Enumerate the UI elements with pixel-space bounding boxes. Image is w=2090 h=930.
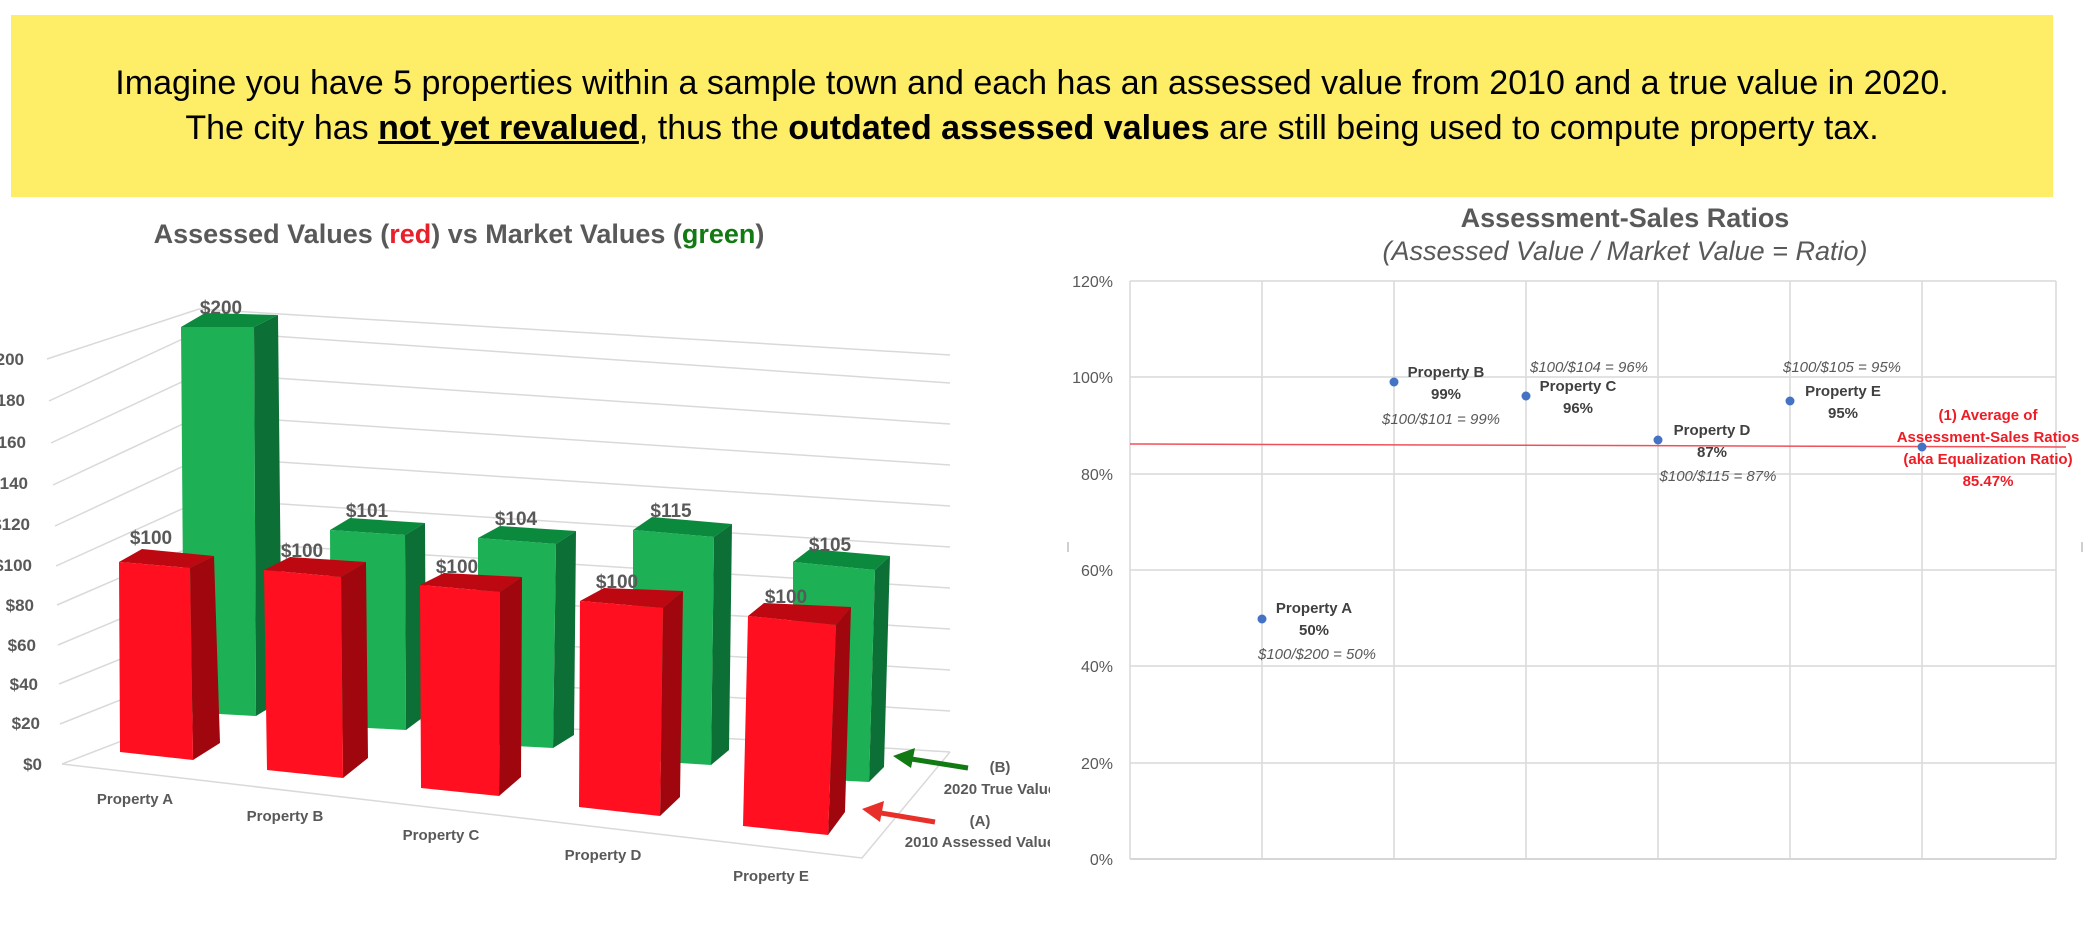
title-text: ) [755, 219, 765, 249]
y-tick: 60% [1081, 563, 1113, 580]
y-axis-labels: $0 $20 $40 $60 $80 $100 $120 $140 $160 $… [0, 350, 42, 774]
formula-labels: $100/$200 = 50% $100/$101 = 99% $100/$10… [1257, 359, 1901, 663]
y-tick: $20 [12, 714, 40, 733]
point-average [1917, 442, 1927, 452]
bar-data-labels: $100/$200 = 50% $200 $101 $104 $115 $105… [130, 298, 852, 608]
legend-a-text: 2010 Assessed Value [905, 834, 1050, 851]
category-label: Property D [565, 847, 642, 864]
y-tick: 80% [1081, 467, 1113, 484]
average-line1: (1) Average of [1939, 407, 2039, 424]
point-name: Property E [1805, 383, 1881, 400]
intro-banner: Imagine you have 5 properties within a s… [11, 15, 2053, 197]
title-red-word: red [389, 219, 432, 249]
bar-red-property-c [420, 573, 522, 796]
y-tick: 20% [1081, 756, 1113, 773]
y-tick: 0% [1090, 852, 1113, 869]
legend-b-text: 2020 True Value [944, 781, 1050, 798]
scatter-points [1257, 377, 1927, 624]
average-value: 85.47% [1963, 473, 2014, 490]
point-name: Property C [1540, 378, 1617, 395]
bar-chart-3d: $0 $20 $40 $60 $80 $100 $120 $140 $160 $… [0, 298, 1050, 885]
y-tick: $40 [10, 675, 38, 694]
average-line2: Assessment-Sales Ratios [1897, 429, 2080, 446]
category-label: Property E [733, 868, 809, 885]
title-text: Assessed Values ( [153, 219, 390, 249]
formula-label: $100/$200 = 50% [1257, 646, 1376, 663]
right-chart-title: Assessment-Sales Ratios [1460, 203, 1790, 233]
y-axis-labels: 0% 20% 40% 60% 80% 100% 120% [1072, 274, 1113, 869]
y-tick: $60 [8, 636, 36, 655]
point-value: 99% [1431, 386, 1461, 403]
point-name: Property A [1276, 600, 1352, 617]
title-text: ) vs Market Values ( [431, 219, 682, 249]
label-green-e: $105 [809, 535, 852, 556]
label-green-c: $104 [495, 509, 538, 530]
label-red-a: $100 [130, 528, 172, 549]
point-value: 95% [1828, 405, 1858, 422]
point-property-a [1257, 614, 1267, 624]
y-tick: $160 [0, 433, 26, 452]
y-tick: 120% [1072, 274, 1113, 291]
label-red-c: $100 [436, 557, 478, 578]
banner-bold-text: outdated assessed values [788, 109, 1210, 147]
y-tick: $140 [0, 474, 28, 493]
y-tick: $120 [0, 515, 30, 534]
formula-label: $100/$105 = 95% [1782, 359, 1901, 376]
y-tick: $0 [23, 755, 42, 774]
series-2010-assessed-value [119, 549, 851, 835]
bar-red-property-a [119, 549, 220, 760]
point-property-c [1521, 391, 1531, 401]
bar-red-property-e [743, 603, 851, 835]
label-green-d: $115 [650, 501, 692, 522]
point-value: 50% [1299, 622, 1329, 639]
label-green-a: $200 [200, 298, 242, 319]
point-property-b [1389, 377, 1399, 387]
y-tick: 100% [1072, 370, 1113, 387]
label-red-d: $100 [596, 572, 638, 593]
point-labels: Property A 50% Property B 99% Property C… [1276, 364, 1881, 639]
formula-label: $100/$101 = 99% [1381, 411, 1500, 428]
banner-text: , thus the [638, 109, 789, 147]
label-green-b: $101 [346, 501, 389, 522]
label-red-e: $100 [765, 587, 807, 608]
right-chart-subtitle: (Assessed Value / Market Value = Ratio) [1382, 236, 1868, 266]
legend-annotations: (B) 2020 True Value (A) 2010 Assessed Va… [862, 748, 1050, 851]
banner-underlined-text: not yet revalued [378, 109, 639, 147]
bar-red-property-d [579, 588, 683, 816]
y-tick: 40% [1081, 659, 1113, 676]
banner-line-1: Imagine you have 5 properties within a s… [115, 64, 1949, 102]
formula-label: $100/$115 = 87% [1659, 468, 1777, 485]
banner-text: The city has [185, 109, 379, 147]
formula-label: $100/$104 = 96% [1529, 359, 1648, 376]
point-value: 87% [1697, 444, 1727, 461]
label-red-b: $100 [281, 541, 323, 562]
point-value: 96% [1563, 400, 1593, 417]
bar-red-property-b [264, 557, 368, 778]
title-green-word: green [681, 219, 756, 249]
green-arrow-icon [893, 748, 969, 771]
y-tick: $80 [6, 596, 34, 615]
point-name: Property D [1674, 422, 1751, 439]
red-arrow-icon [862, 801, 936, 825]
average-annotation: (1) Average of Assessment-Sales Ratios (… [1897, 407, 2080, 490]
point-property-e [1785, 396, 1795, 406]
y-tick: $100 [0, 556, 32, 575]
category-label: Property C [403, 827, 480, 844]
legend-b-label: (B) [990, 759, 1011, 776]
banner-line-2: The city has not yet revalued, thus the … [185, 106, 1878, 151]
point-property-d [1653, 435, 1663, 445]
point-name: Property B [1408, 364, 1485, 381]
x-axis-labels: Property A Property B Property C Propert… [97, 791, 809, 885]
average-line3: (aka Equalization Ratio) [1903, 451, 2072, 468]
category-label: Property A [97, 791, 173, 808]
left-chart-title: Assessed Values (red) vs Market Values (… [0, 219, 918, 250]
y-tick: $200 [0, 350, 24, 369]
legend-a-label: (A) [970, 813, 991, 830]
plot-gridlines [1129, 280, 2057, 860]
average-reference-line [1129, 443, 2067, 448]
y-tick: $180 [0, 391, 25, 410]
banner-text: are still being used to compute property… [1209, 109, 1879, 147]
category-label: Property B [247, 808, 324, 825]
